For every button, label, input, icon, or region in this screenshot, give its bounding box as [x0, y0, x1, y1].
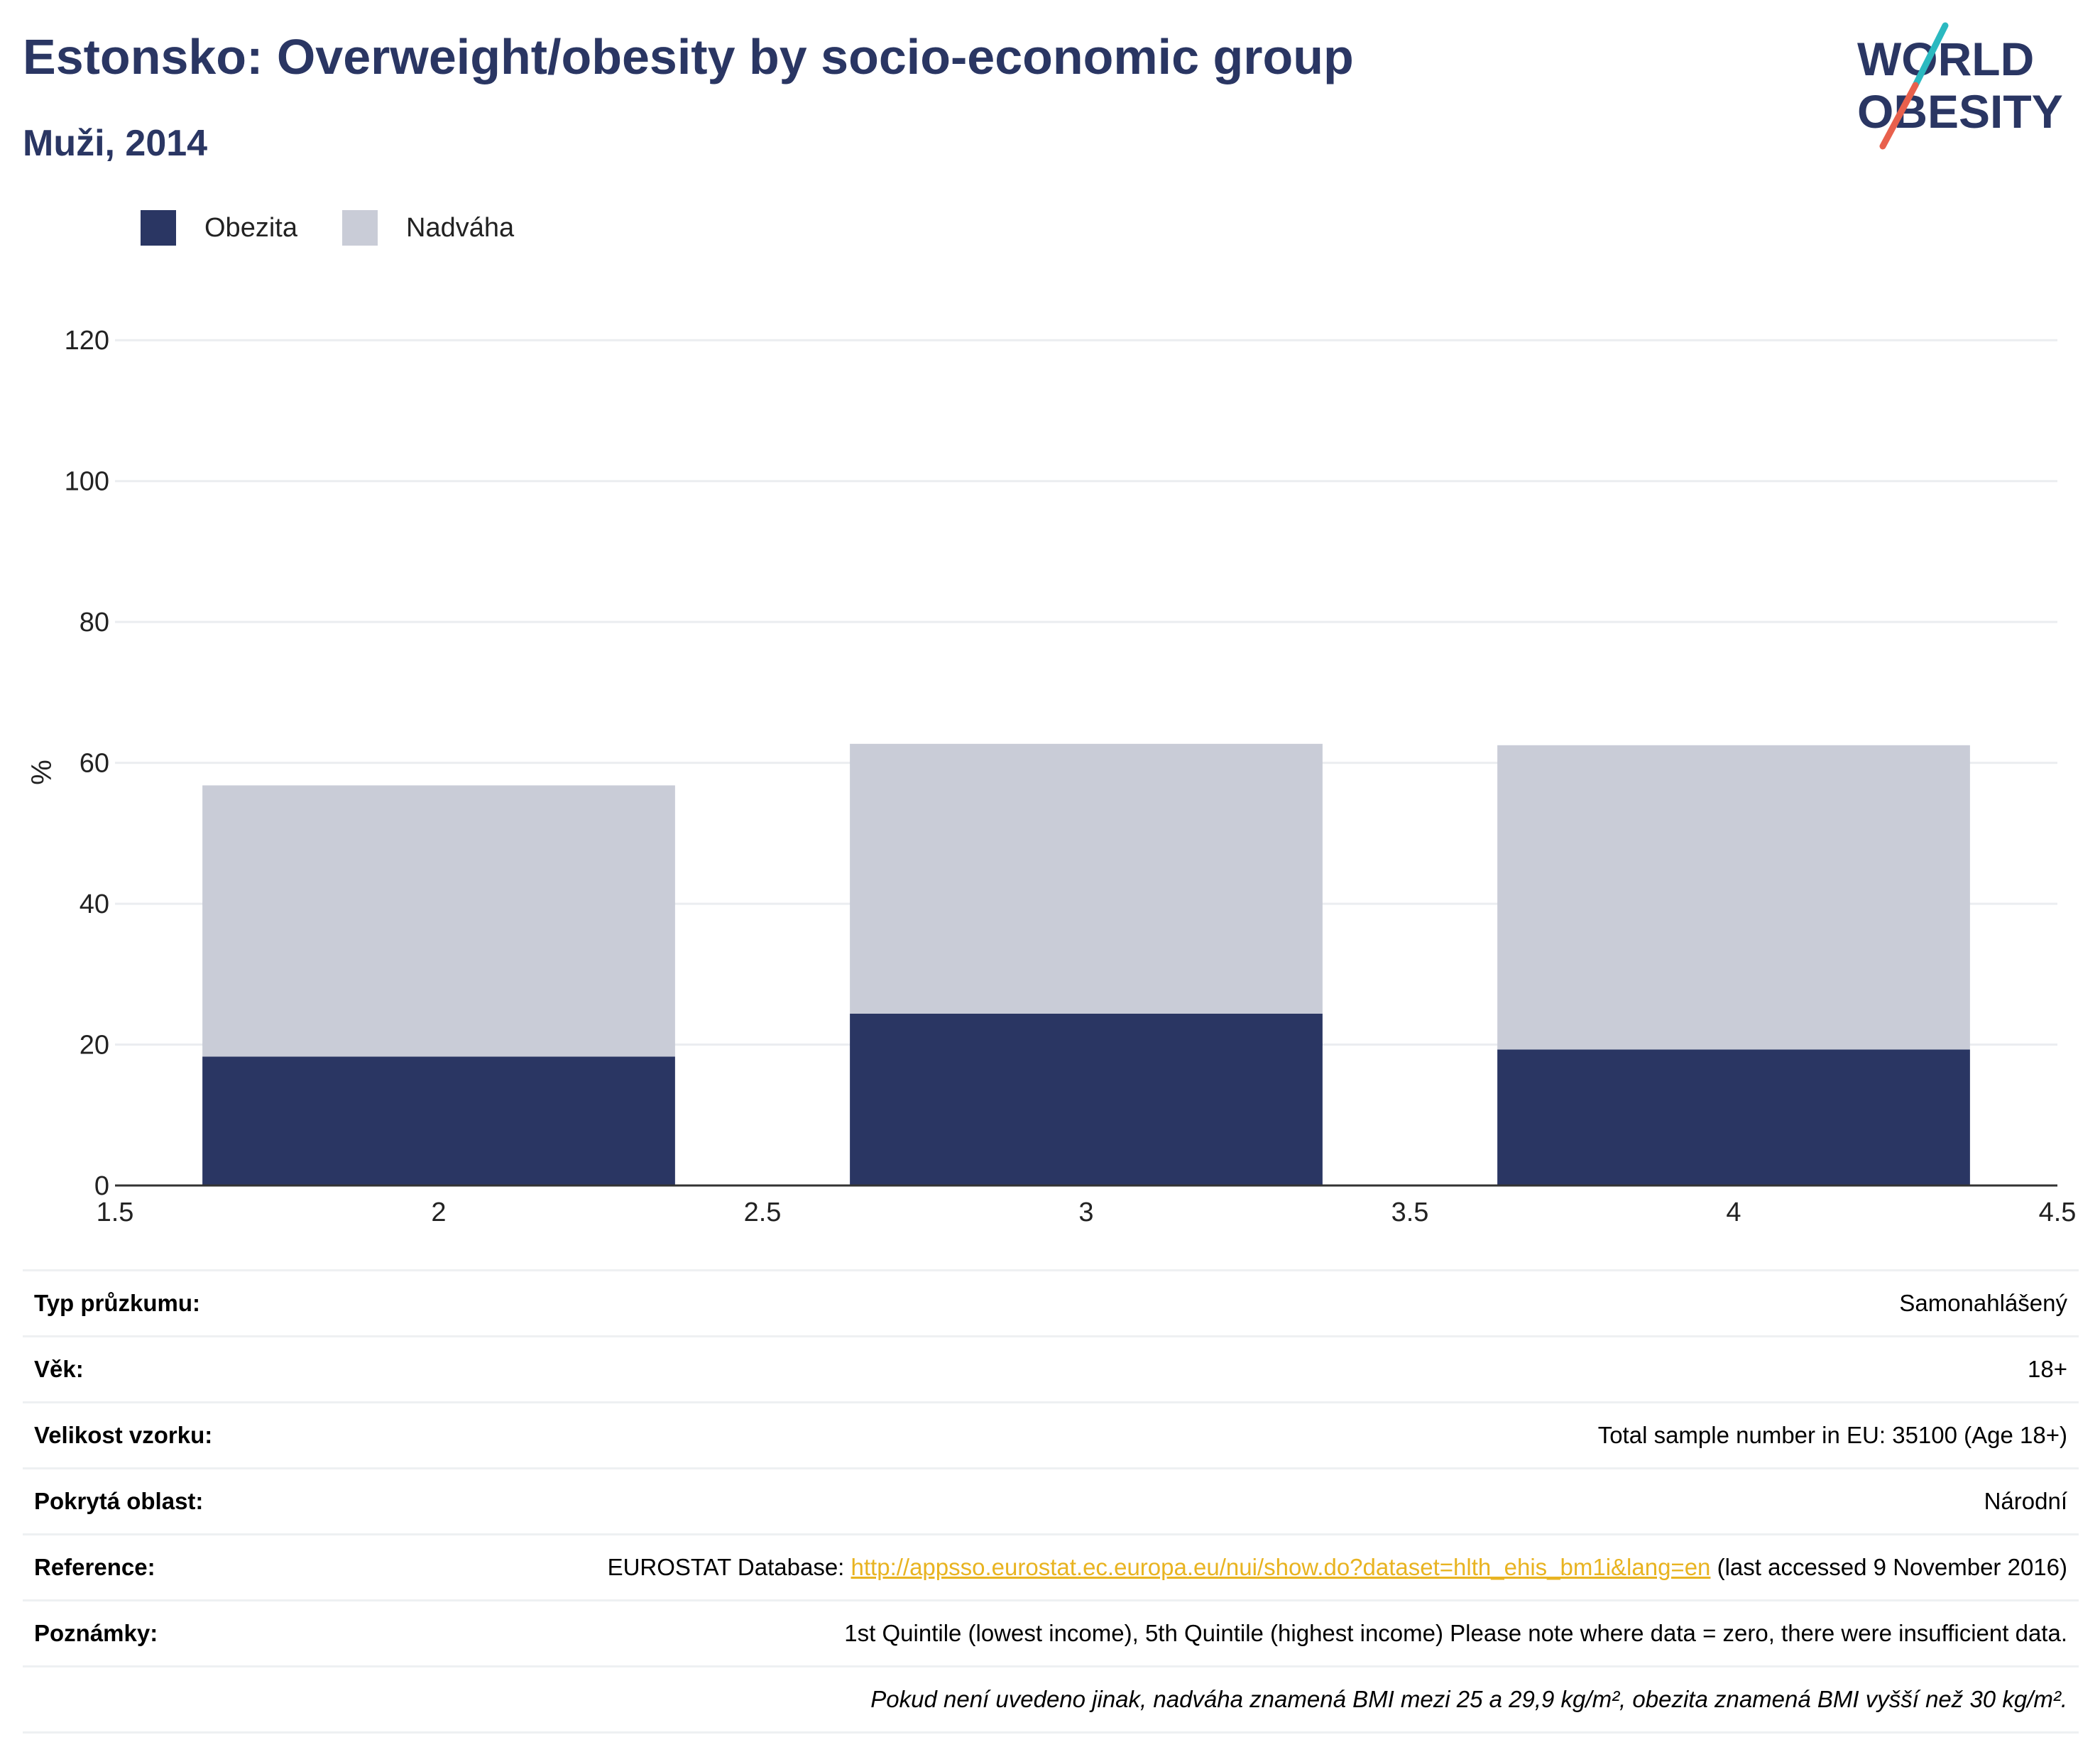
bar-overweight-4[interactable] — [1497, 745, 1970, 1050]
y-tick-label: 60 — [80, 749, 109, 779]
logo-line1: WORLD — [1857, 33, 2034, 85]
footnote: Pokud není uvedeno jinak, nadváha znamen… — [870, 1686, 2067, 1712]
y-tick-label: 100 — [65, 467, 109, 497]
info-key: Věk: — [34, 1356, 84, 1382]
bar-obesity-3[interactable] — [850, 1013, 1323, 1185]
info-row-notes: Poznámky: 1st Quintile (lowest income), … — [23, 1601, 2079, 1667]
x-tick-label: 2 — [431, 1198, 446, 1227]
chart-subtitle: Muži, 2014 — [23, 123, 208, 164]
info-value: EUROSTAT Database: http://appsso.eurosta… — [608, 1551, 2067, 1584]
legend-swatch-overweight — [342, 210, 378, 246]
x-tick-label: 3.5 — [1391, 1198, 1429, 1227]
info-value: 18+ — [2028, 1356, 2067, 1382]
info-row-sample-size: Velikost vzorku: Total sample number in … — [23, 1403, 2079, 1469]
x-tick-label: 4.5 — [2039, 1198, 2077, 1227]
x-tick-label: 4 — [1726, 1198, 1741, 1227]
info-key: Pokrytá oblast: — [34, 1488, 204, 1514]
legend-label-overweight: Nadváha — [406, 213, 515, 243]
y-tick-label: 20 — [80, 1031, 109, 1061]
axes: 0 20 40 60 80 100 120 1.5 2 2.5 3 3.5 4 4.5 — [65, 326, 2077, 1227]
bar-overweight-3[interactable] — [850, 743, 1323, 1014]
bar-obesity-4[interactable] — [1497, 1049, 1970, 1185]
info-value: Total sample number in EU: 35100 (Age 18… — [1597, 1422, 2067, 1448]
info-value: 1st Quintile (lowest income), 5th Quinti… — [844, 1620, 2067, 1646]
info-key: Typ průzkumu: — [34, 1290, 201, 1316]
y-tick-label: 80 — [80, 608, 109, 637]
world-obesity-logo: WORLD OBESITY — [1857, 22, 2063, 150]
info-value: Národní — [1984, 1488, 2067, 1514]
x-tick-label: 1.5 — [97, 1198, 134, 1227]
bar-overweight-2[interactable] — [202, 785, 675, 1057]
info-table: Typ průzkumu: Samonahlášený Věk: 18+ Vel… — [23, 1269, 2079, 1734]
y-tick-label: 120 — [65, 326, 109, 356]
legend-label-obesity: Obezita — [204, 213, 297, 243]
x-tick-label: 2.5 — [744, 1198, 782, 1227]
info-key: Poznámky: — [34, 1620, 158, 1646]
x-tick-label: 3 — [1078, 1198, 1093, 1227]
bar-obesity-2[interactable] — [202, 1056, 675, 1185]
reference-link[interactable]: http://appsso.eurostat.ec.europa.eu/nui/… — [851, 1554, 1711, 1580]
bars — [202, 743, 1970, 1185]
info-row-coverage: Pokrytá oblast: Národní — [23, 1469, 2079, 1535]
info-row-footnote: Pokud není uvedeno jinak, nadváha znamen… — [23, 1667, 2079, 1734]
y-axis-label: % — [26, 760, 58, 785]
info-value: Samonahlášený — [1899, 1290, 2067, 1316]
info-key: Reference: — [34, 1554, 155, 1580]
legend-swatch-obesity — [141, 210, 176, 246]
y-tick-label: 40 — [80, 889, 109, 919]
info-row-reference: Reference: EUROSTAT Database: http://app… — [23, 1535, 2079, 1601]
chart-title: Estonsko: Overweight/obesity by socio-ec… — [23, 29, 1354, 84]
reference-prefix: EUROSTAT Database: — [607, 1554, 851, 1580]
logo-accent-teal — [1912, 22, 1949, 89]
y-tick-label: 0 — [94, 1171, 109, 1201]
info-row-survey-type: Typ průzkumu: Samonahlášený — [23, 1271, 2079, 1337]
logo-accent-red — [1879, 82, 1919, 150]
info-key: Velikost vzorku: — [34, 1422, 213, 1448]
reference-suffix: (last accessed 9 November 2016) — [1710, 1554, 2067, 1580]
info-row-age: Věk: 18+ — [23, 1337, 2079, 1403]
bar-chart: 0 20 40 60 80 100 120 1.5 2 2.5 3 3.5 4 4.5 % — [26, 326, 2077, 1227]
